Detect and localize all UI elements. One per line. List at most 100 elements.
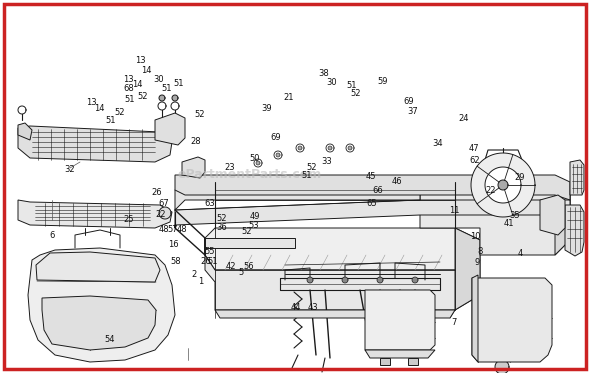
Polygon shape <box>254 159 262 167</box>
Polygon shape <box>182 157 205 178</box>
Text: 47: 47 <box>469 144 480 153</box>
Text: 2: 2 <box>191 270 196 279</box>
Text: 22: 22 <box>155 210 166 219</box>
Polygon shape <box>256 161 260 165</box>
Text: 51: 51 <box>173 79 183 88</box>
Polygon shape <box>495 360 509 373</box>
Text: 23: 23 <box>225 163 235 172</box>
Text: 65: 65 <box>366 199 377 208</box>
Text: 44: 44 <box>291 303 301 312</box>
Text: 54: 54 <box>104 335 114 344</box>
Polygon shape <box>42 296 156 350</box>
Text: 14: 14 <box>132 80 142 89</box>
Polygon shape <box>408 358 418 365</box>
Polygon shape <box>175 182 420 210</box>
Polygon shape <box>175 200 570 228</box>
Text: 22: 22 <box>486 186 496 195</box>
Polygon shape <box>540 195 565 235</box>
Polygon shape <box>570 160 584 195</box>
Text: 5: 5 <box>238 268 243 277</box>
Polygon shape <box>298 146 302 150</box>
Text: 51: 51 <box>346 81 357 90</box>
Text: 49: 49 <box>250 212 260 221</box>
Polygon shape <box>215 310 455 318</box>
Polygon shape <box>18 200 172 228</box>
Polygon shape <box>274 151 282 159</box>
Text: 58: 58 <box>171 257 181 266</box>
Polygon shape <box>205 238 480 310</box>
Polygon shape <box>205 228 480 270</box>
Text: 67: 67 <box>159 199 169 208</box>
Text: 51: 51 <box>124 95 135 104</box>
Polygon shape <box>472 278 552 362</box>
Text: 29: 29 <box>514 173 525 182</box>
Text: 26: 26 <box>200 257 211 266</box>
Text: 51: 51 <box>106 116 116 125</box>
Polygon shape <box>175 175 570 200</box>
Text: 63: 63 <box>205 199 215 208</box>
Text: 6: 6 <box>49 231 55 240</box>
Text: 52: 52 <box>114 108 124 117</box>
Text: 41: 41 <box>503 219 514 228</box>
Polygon shape <box>158 102 166 110</box>
Polygon shape <box>205 238 295 248</box>
Text: 14: 14 <box>94 104 104 113</box>
Text: 1: 1 <box>198 277 203 286</box>
Text: 38: 38 <box>318 69 329 78</box>
Text: 21: 21 <box>284 93 294 102</box>
Text: 30: 30 <box>153 75 163 84</box>
Text: 48: 48 <box>176 225 187 234</box>
Polygon shape <box>485 167 521 203</box>
Text: 69: 69 <box>403 97 414 106</box>
Text: 34: 34 <box>432 139 443 148</box>
Polygon shape <box>18 106 26 114</box>
Text: 59: 59 <box>377 77 388 86</box>
Polygon shape <box>555 180 570 255</box>
Polygon shape <box>472 275 478 362</box>
Text: 56: 56 <box>244 262 254 271</box>
Text: 28: 28 <box>191 137 201 146</box>
Polygon shape <box>155 113 185 145</box>
Polygon shape <box>420 180 570 255</box>
Text: 33: 33 <box>321 157 332 166</box>
Polygon shape <box>348 146 352 150</box>
Text: 35: 35 <box>509 211 520 220</box>
Text: 25: 25 <box>123 215 134 224</box>
Text: 68: 68 <box>123 84 134 93</box>
Text: 51: 51 <box>207 257 218 266</box>
Text: 42: 42 <box>226 262 237 271</box>
Text: 46: 46 <box>391 177 402 186</box>
Text: 66: 66 <box>372 186 383 195</box>
Polygon shape <box>159 95 165 101</box>
Polygon shape <box>296 144 304 152</box>
Polygon shape <box>28 248 175 362</box>
Polygon shape <box>455 228 480 310</box>
Text: 45: 45 <box>365 172 376 181</box>
Text: 4: 4 <box>518 249 523 258</box>
Polygon shape <box>172 95 178 101</box>
Text: 8: 8 <box>477 247 483 256</box>
Polygon shape <box>380 358 390 365</box>
Text: 36: 36 <box>216 223 227 232</box>
Text: 52: 52 <box>216 214 227 223</box>
Text: 52: 52 <box>241 227 252 236</box>
Text: 51: 51 <box>161 84 172 93</box>
Text: 30: 30 <box>326 78 337 87</box>
Polygon shape <box>326 144 334 152</box>
Text: 26: 26 <box>152 188 162 197</box>
Polygon shape <box>18 123 32 140</box>
Polygon shape <box>307 277 313 283</box>
Polygon shape <box>365 350 435 358</box>
Text: 43: 43 <box>307 303 318 312</box>
Polygon shape <box>498 180 508 190</box>
Text: 62: 62 <box>469 156 480 165</box>
Text: 52: 52 <box>137 92 148 101</box>
Polygon shape <box>328 146 332 150</box>
Text: 37: 37 <box>408 107 418 116</box>
Polygon shape <box>18 126 172 162</box>
Text: 13: 13 <box>135 56 146 65</box>
Polygon shape <box>346 144 354 152</box>
Polygon shape <box>276 153 280 157</box>
Polygon shape <box>377 277 383 283</box>
Text: 53: 53 <box>248 221 259 230</box>
